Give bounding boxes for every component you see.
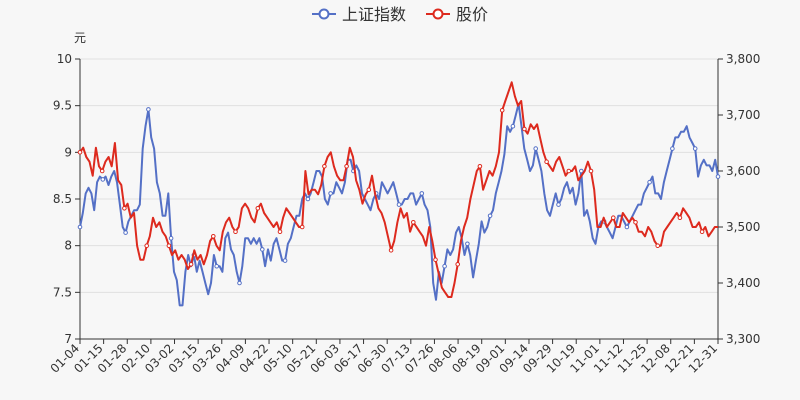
index-point [556, 202, 561, 207]
series-index [77, 102, 721, 307]
right-tick-label: 3,600 [726, 164, 760, 178]
right-tick-label: 3,500 [726, 220, 760, 234]
index-point [442, 263, 447, 269]
left-tick-label: 9 [64, 145, 72, 159]
index-point [168, 235, 174, 241]
price-point [522, 126, 527, 132]
left-tick-label: 7 [64, 332, 72, 346]
index-point [510, 123, 516, 129]
legend-item-price[interactable]: 股价 [426, 5, 488, 24]
index-point [533, 146, 539, 151]
right-tick-label: 3,800 [726, 52, 760, 66]
price-point [122, 206, 127, 211]
legend-index-label: 上证指数 [342, 5, 406, 24]
price-point [322, 164, 327, 169]
left-tick-label: 10 [57, 52, 72, 66]
index-point [282, 258, 288, 263]
price-point [655, 243, 661, 248]
axes: 7 7.5 8 8.5 9 9.5 10 3,300 3,400 3,500 3,600 3,700 3… [48, 52, 761, 376]
index-point [305, 196, 311, 202]
price-point [344, 164, 349, 169]
price-line [79, 81, 718, 298]
price-point [211, 234, 216, 239]
left-tick-label: 8 [64, 239, 72, 253]
price-point [366, 187, 372, 192]
index-point [100, 177, 106, 182]
price-point [477, 164, 483, 169]
right-tick-label: 3,400 [726, 276, 760, 290]
price-point [433, 257, 438, 263]
price-point [544, 159, 549, 164]
price-point [166, 243, 172, 248]
price-point [77, 150, 83, 155]
price-point [633, 220, 638, 225]
price-point [566, 168, 572, 174]
legend[interactable]: 上证指数 股价 [312, 5, 488, 24]
index-point [396, 202, 402, 207]
left-tick-label: 9.5 [53, 99, 72, 113]
price-point [188, 262, 194, 267]
price-point [499, 108, 505, 113]
left-tick-label: 7.5 [53, 285, 72, 299]
index-point [465, 241, 470, 247]
index-point [260, 247, 265, 252]
price-point [611, 215, 616, 220]
price-point [255, 206, 261, 211]
index-point [579, 168, 584, 174]
price-point [411, 220, 416, 225]
grid [80, 58, 718, 340]
right-tick-label: 3,300 [726, 332, 760, 346]
legend-price-label: 股价 [456, 5, 488, 24]
index-point [624, 224, 630, 230]
index-point [237, 280, 242, 286]
index-point [692, 146, 698, 151]
price-point [455, 262, 461, 267]
left-axis-unit: 元 [74, 31, 86, 45]
legend-price-marker-icon [432, 8, 444, 20]
index-point [146, 107, 151, 112]
price-point [233, 229, 238, 234]
index-point [647, 179, 652, 185]
price-point [699, 229, 705, 234]
right-tick-label: 3,700 [726, 108, 760, 122]
index-point [487, 213, 493, 219]
index-point [670, 146, 675, 151]
index-point [715, 174, 721, 179]
index-point [77, 224, 83, 230]
price-point [277, 229, 283, 234]
price-point [588, 168, 594, 174]
price-point [144, 243, 149, 248]
left-tick-label: 8.5 [53, 192, 72, 206]
index-point [419, 191, 425, 196]
index-point [328, 191, 333, 196]
price-point [299, 224, 305, 230]
index-point [214, 263, 219, 269]
legend-item-index[interactable]: 上证指数 [312, 5, 406, 24]
price-point [388, 248, 394, 253]
price-point [99, 168, 105, 174]
index-point [123, 230, 128, 235]
series-price [77, 81, 718, 298]
legend-index-marker-icon [318, 8, 330, 20]
price-point [677, 215, 683, 220]
